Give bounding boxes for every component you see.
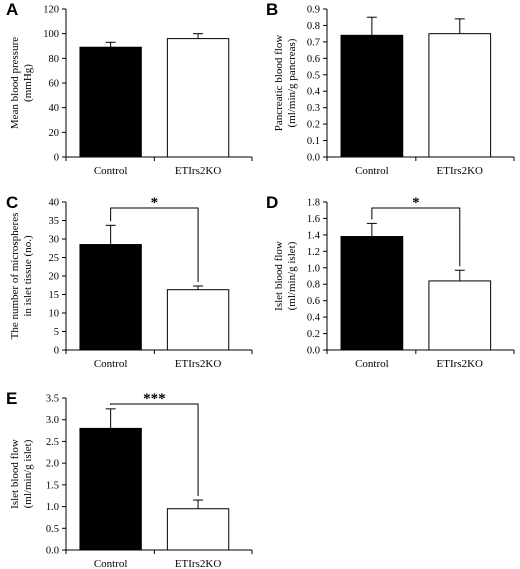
bar-etirs2ko: [428, 280, 492, 351]
y-tick-label: 0.4: [307, 87, 321, 98]
y-axis-label: Islet blood flow(ml/min/g islet): [9, 439, 34, 509]
panel-e: E 0.0 0.5 1.0 1.5 2.0 2.5 3.0 3.5 Islet blood flo…: [6, 389, 253, 569]
significance-marker: *: [412, 195, 420, 211]
panel-label: C: [6, 193, 18, 212]
category-label: Control: [355, 358, 389, 370]
panel-label: B: [266, 0, 278, 19]
panel-c: C 0 5 10 15 20 25 30 35 40 The number of microsphe…: [6, 193, 253, 370]
y-tick-label: 0.2: [307, 329, 320, 340]
y-axis-label: The number of microspheresin islet tissu…: [9, 213, 34, 340]
y-tick-label: 25: [49, 253, 60, 264]
y-tick-label: 0: [54, 153, 59, 164]
y-tick-label: 15: [49, 290, 60, 301]
bar-etirs2ko: [166, 289, 230, 351]
y-axis-label-line: (ml/min/g islet): [22, 439, 34, 508]
y-axis-label-line: Islet blood flow: [9, 439, 21, 509]
y-tick-label: 10: [49, 309, 60, 320]
y-axis-label: Mean blood pressure(mmHg): [9, 37, 34, 129]
y-tick-label: 0.1: [307, 136, 320, 147]
y-axis-label-line: The number of microspheres: [9, 213, 21, 340]
y-tick-label: 1.8: [307, 198, 320, 209]
y-tick-label: 0.0: [307, 153, 320, 164]
y-tick-label: 1.6: [307, 214, 320, 225]
y-tick-label: 0.8: [307, 21, 320, 32]
category-label: Control: [355, 165, 389, 177]
y-tick-label: 20: [49, 272, 60, 283]
y-tick-label: 0.6: [307, 54, 320, 65]
y-tick-label: 0.5: [46, 524, 59, 535]
bar-etirs2ko: [166, 38, 230, 158]
y-axis-label-line: Pancreatic blood flow: [273, 35, 285, 132]
panel-label: A: [6, 0, 18, 19]
y-tick-label: 0.6: [307, 296, 320, 307]
significance-marker: *: [151, 195, 159, 211]
y-tick-label: 0.0: [46, 546, 59, 557]
category-label: ETIrs2KO: [175, 558, 221, 569]
category-label: ETIrs2KO: [437, 358, 483, 370]
y-tick-label: 0.4: [307, 313, 321, 324]
y-axis-label: Islet blood flow(ml/min/g islet): [273, 241, 298, 311]
y-tick-label: 1.0: [307, 263, 320, 274]
y-tick-label: 2.5: [46, 437, 59, 448]
category-label: Control: [94, 558, 128, 569]
y-tick-label: 0: [54, 346, 59, 357]
y-tick-label: 0.0: [307, 346, 320, 357]
y-tick-label: 0.3: [307, 103, 320, 114]
y-axis-label-line: (ml/min/g islet): [286, 241, 298, 310]
panel-b: B 0.0 0.1 0.2 0.3 0.4 0.5 0.6 0.7 0.8 0.9 Pancreati…: [266, 0, 515, 177]
y-tick-label: 1.0: [46, 502, 59, 513]
y-tick-label: 0.5: [307, 70, 320, 81]
y-tick-label: 60: [49, 79, 60, 90]
y-tick-label: 3.5: [46, 394, 59, 405]
significance-bracket: [110, 207, 199, 282]
category-label: ETIrs2KO: [175, 358, 221, 370]
y-axis-label-line: Islet blood flow: [273, 241, 285, 311]
category-label: Control: [94, 165, 128, 177]
y-tick-label: 0.9: [307, 5, 320, 16]
panel-a: A 0 20 40 60 80 100 120 Mean blood pressure(mmHg…: [6, 0, 253, 177]
bar-control: [79, 244, 142, 351]
y-tick-label: 2.0: [46, 459, 59, 470]
y-tick-label: 80: [49, 54, 60, 65]
y-tick-label: 3.0: [46, 415, 59, 426]
y-tick-label: 40: [49, 103, 60, 114]
y-axis-label: Pancreatic blood flow(ml/min/g pancreas): [273, 35, 298, 132]
y-axis-label-line: Mean blood pressure: [9, 37, 21, 129]
category-label: ETIrs2KO: [437, 165, 483, 177]
significance-bracket: [371, 207, 461, 267]
y-tick-label: 1.4: [307, 230, 321, 241]
panel-label: E: [6, 389, 17, 408]
bar-control: [340, 236, 404, 351]
y-tick-label: 35: [49, 216, 60, 227]
y-tick-label: 0.2: [307, 120, 320, 131]
y-tick-label: 40: [49, 198, 60, 209]
bar-etirs2ko: [428, 33, 492, 158]
y-tick-label: 1.2: [307, 247, 320, 258]
y-tick-label: 5: [54, 327, 59, 338]
y-tick-label: 20: [49, 128, 60, 139]
y-axis-label-line: (mmHg): [22, 64, 34, 102]
y-tick-label: 0.7: [307, 37, 320, 48]
panel-d: D 0.0 0.2 0.4 0.6 0.8 1.0 1.2 1.4 1.6 1.8 Islet blo…: [266, 193, 515, 370]
bar-etirs2ko: [166, 508, 230, 551]
category-label: Control: [94, 358, 128, 370]
y-tick-label: 30: [49, 235, 60, 246]
y-tick-label: 100: [43, 29, 59, 40]
significance-marker: ***: [143, 391, 166, 407]
bar-control: [340, 34, 404, 158]
y-axis-label-line: (ml/min/g pancreas): [286, 38, 298, 127]
category-label: ETIrs2KO: [175, 165, 221, 177]
y-tick-label: 1.5: [46, 480, 59, 491]
bar-control: [79, 427, 142, 551]
y-axis-label-line: in islet tissue (no.): [22, 235, 34, 317]
y-tick-label: 0.8: [307, 280, 320, 291]
bar-control: [79, 46, 142, 158]
significance-bracket: [110, 403, 199, 497]
panel-label: D: [266, 193, 278, 212]
y-tick-label: 120: [43, 5, 59, 16]
